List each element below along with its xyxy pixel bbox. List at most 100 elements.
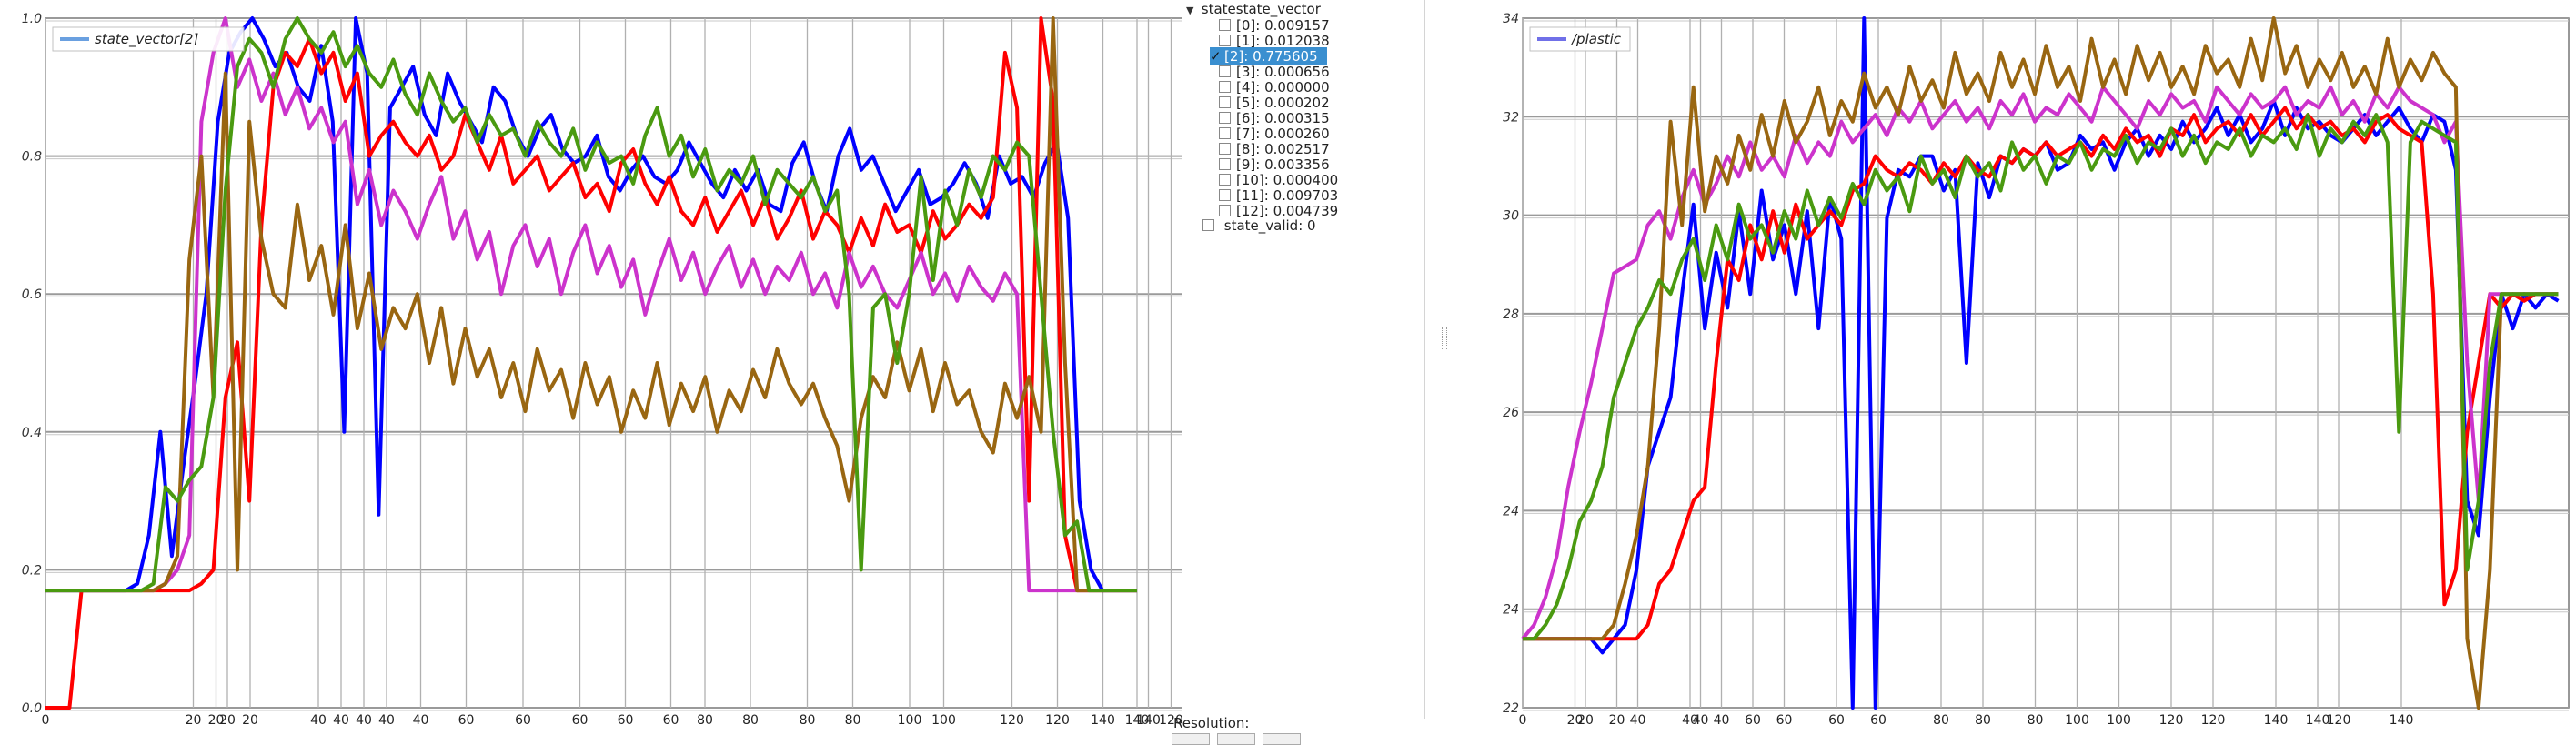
x-tick-label: 40 [333,713,349,728]
splitter-handle[interactable] [1442,327,1447,349]
x-tick-label: 140 [2390,713,2414,728]
checkbox[interactable] [1219,65,1231,77]
x-tick-label: 120 [1000,713,1024,728]
tree-item-4[interactable]: [4]: 0.000000 [1219,78,1330,96]
x-tick-label: 120 [1045,713,1070,728]
tree-item-12[interactable]: [12]: 0.004739 [1219,202,1338,220]
y-tick-label: 24 [1503,504,1519,518]
y-tick-label: 1.0 [22,12,42,26]
tree-item-label: [8]: 0.002517 [1236,141,1330,157]
check-icon[interactable]: ✓ [1210,48,1222,65]
checkbox[interactable] [1219,174,1231,186]
x-tick-label: 80 [1975,713,1991,728]
x-tick-label: 100 [2107,713,2131,728]
tree-item-label: [12]: 0.004739 [1236,203,1339,219]
x-tick-label: 20 [208,713,225,728]
y-tick-label: 30 [1503,209,1519,224]
checkbox[interactable] [1219,158,1231,170]
tree-item-7[interactable]: [7]: 0.000260 [1219,125,1330,143]
x-tick-label: 100 [931,713,956,728]
chevron-down-icon[interactable]: ▼ [1186,5,1194,16]
series-line[interactable] [45,16,1137,710]
checkbox[interactable] [1219,143,1231,155]
series-line[interactable] [45,16,1137,593]
tree-item-9[interactable]: [9]: 0.003356 [1219,156,1330,174]
resolution-field[interactable] [1217,733,1255,745]
series-line[interactable] [1523,16,2559,710]
checkbox[interactable] [1219,35,1231,46]
x-tick-label: 60 [1745,713,1761,728]
x-tick-label: 40 [378,713,395,728]
y-tick-label: 28 [1503,307,1519,322]
y-tick-label: 0.2 [22,563,42,578]
x-tick-label: 20 [219,713,236,728]
y-tick-label: 0.8 [22,150,42,165]
series-line[interactable] [1523,106,2559,641]
x-tick-label: 0 [1519,713,1527,728]
x-tick-label: 120 [1159,713,1182,728]
series-line[interactable] [45,16,1137,593]
x-tick-label: 80 [2028,713,2044,728]
checkbox[interactable] [1219,189,1231,201]
tree-item-10[interactable]: [10]: 0.000400 [1219,171,1338,189]
tree-item-label: [5]: 0.000202 [1236,95,1330,111]
tree-item-label: [0]: 0.009157 [1236,17,1330,34]
x-tick-label: 60 [458,713,475,728]
legend-label: state_vector[2] [95,31,198,48]
tree-item-1[interactable]: [1]: 0.012038 [1219,32,1330,50]
series-line[interactable] [1521,85,2559,640]
x-tick-label: 40 [1714,713,1730,728]
x-tick-label: 40 [413,713,429,728]
y-tick-label: 22 [1503,701,1519,716]
x-tick-label: 20 [1577,713,1594,728]
x-tick-label: 40 [356,713,372,728]
checkbox[interactable] [1219,112,1231,124]
tree-item-6[interactable]: [6]: 0.000315 [1219,109,1330,127]
x-tick-label: 60 [618,713,634,728]
tree-item-2[interactable]: ✓ [2]: 0.775605 [1210,47,1327,65]
splitter[interactable] [1424,0,1425,719]
resolution-field[interactable] [1172,733,1210,745]
y-tick-label: 32 [1503,110,1519,125]
series-line[interactable] [1523,113,2559,641]
checkbox[interactable] [1202,219,1214,231]
tree-item-label: [3]: 0.000656 [1236,64,1330,80]
resolution-label: Resolution: [1173,715,1250,731]
tree-item-label: [2]: 0.775605 [1224,48,1318,65]
x-tick-label: 20 [1609,713,1625,728]
y-tick-label: 0.0 [22,701,42,716]
x-tick-label: 100 [898,713,922,728]
x-tick-label: 60 [1870,713,1887,728]
checkbox[interactable] [1219,19,1231,31]
x-tick-label: 80 [845,713,861,728]
topic-tree-panel[interactable]: ▼ statestate_vector [0]: 0.009157 [1]: 0.… [1182,0,1437,719]
x-tick-label: 80 [1933,713,1949,728]
tree-item-8[interactable]: [8]: 0.002517 [1219,140,1330,158]
x-tick-label: 60 [663,713,679,728]
tree-item-0[interactable]: [0]: 0.009157 [1219,16,1330,35]
tree-root-label: statestate_vector [1201,1,1321,17]
tree-item-label: [4]: 0.000000 [1236,79,1330,96]
tree-item-3[interactable]: [3]: 0.000656 [1219,63,1330,81]
tree-root-row[interactable]: ▼ statestate_vector [1186,0,1321,18]
tree-item-label: [7]: 0.000260 [1236,126,1330,142]
y-tick-label: 26 [1503,406,1519,420]
x-tick-label: 60 [572,713,589,728]
x-tick-label: 120 [2159,713,2184,728]
checkbox[interactable] [1219,81,1231,93]
tree-item-11[interactable]: [11]: 0.009703 [1219,186,1338,205]
checkbox[interactable] [1219,96,1231,108]
tree-item-label: [11]: 0.009703 [1236,187,1339,204]
y-tick-label: 34 [1503,12,1519,26]
x-tick-label: 140 [1091,713,1115,728]
tree-footer-row[interactable]: state_valid: 0 [1202,216,1316,235]
x-tick-label: 140 [2306,713,2330,728]
checkbox[interactable] [1219,127,1231,139]
x-tick-label: 20 [242,713,258,728]
checkbox[interactable] [1219,205,1231,216]
x-tick-label: 0 [42,713,50,728]
tree-item-5[interactable]: [5]: 0.000202 [1219,94,1330,112]
resolution-field[interactable] [1263,733,1301,745]
